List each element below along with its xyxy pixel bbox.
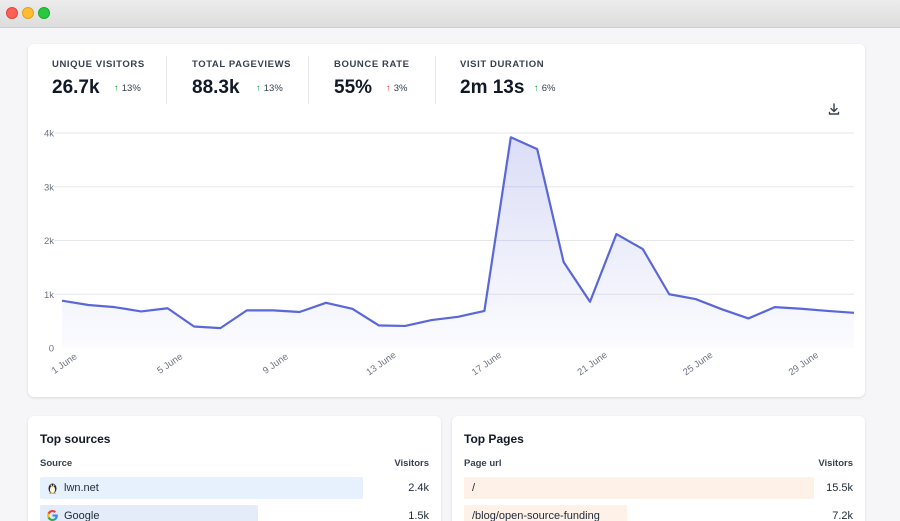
page-visitors: 15.5k — [826, 482, 853, 494]
y-tick-label: 0 — [49, 344, 54, 355]
source-row[interactable]: Google 1.5k — [40, 505, 429, 521]
stat-value: 88.3k — [192, 77, 240, 98]
page-row[interactable]: /blog/open-source-funding 7.2k — [464, 505, 853, 521]
page-row[interactable]: / 15.5k — [464, 477, 853, 499]
stat-value: 2m 13s — [460, 77, 525, 98]
stat-change-value: 13% — [263, 83, 283, 94]
close-window-button[interactable] — [6, 7, 18, 19]
download-icon — [828, 103, 840, 115]
y-tick-label: 3k — [44, 182, 54, 193]
arrow-up-icon: ↑ — [114, 83, 119, 94]
stat-divider — [308, 56, 309, 104]
top-sources-title: Top sources — [40, 432, 111, 446]
y-tick-label: 1k — [44, 290, 54, 301]
stat-label: TOTAL PAGEVIEWS — [192, 59, 292, 70]
source-column-header: Source — [40, 458, 73, 469]
stat-divider — [435, 56, 436, 104]
stat-change: ↑ 3% — [386, 83, 407, 94]
penguin-icon — [48, 483, 57, 494]
x-tick-label: 29 June — [787, 350, 821, 378]
y-tick-label: 4k — [44, 129, 54, 140]
maximize-window-button[interactable] — [38, 7, 50, 19]
arrow-up-icon: ↑ — [534, 83, 539, 94]
x-tick-label: 9 June — [261, 351, 291, 376]
top-pages-title: Top Pages — [464, 432, 524, 446]
page-bar — [464, 477, 815, 499]
x-tick-label: 5 June — [155, 351, 185, 376]
source-row[interactable]: lwn.net 2.4k — [40, 477, 429, 499]
google-icon — [47, 510, 58, 521]
top-pages-card: Top Pages Page url Visitors / 15.5k /blo… — [452, 416, 865, 521]
stat-change: ↑ 13% — [114, 83, 141, 94]
stat-value: 26.7k — [52, 77, 100, 98]
source-visitors: 2.4k — [408, 482, 429, 494]
stat-change-value: 6% — [541, 83, 556, 94]
source-visitors: 1.5k — [408, 510, 429, 521]
stat-change: ↑ 6% — [534, 83, 555, 94]
x-tick-label: 17 June — [470, 350, 504, 378]
minimize-window-button[interactable] — [22, 7, 34, 19]
stat-change-value: 3% — [393, 83, 408, 94]
stats-chart-card: 0 1k 2k 3k 4k 1 June 5 June 9 June 13 June 17 Jun… — [28, 44, 865, 397]
source-bar — [40, 505, 258, 521]
x-tick-label: 25 June — [681, 350, 715, 378]
stat-label: BOUNCE RATE — [334, 59, 410, 70]
stat-divider — [166, 56, 167, 104]
visitors-column-header: Visitors — [818, 458, 853, 469]
source-label: Google — [64, 510, 100, 521]
y-tick-label: 2k — [44, 236, 54, 247]
x-tick-label: 21 June — [576, 350, 610, 378]
download-button[interactable] — [827, 102, 841, 116]
source-bar — [40, 477, 363, 499]
window-titlebar — [0, 0, 900, 28]
stat-label: UNIQUE VISITORS — [52, 59, 145, 70]
page-url-column-header: Page url — [464, 458, 502, 469]
x-tick-label: 13 June — [364, 350, 398, 378]
stat-label: VISIT DURATION — [460, 59, 545, 70]
arrow-up-icon: ↑ — [256, 83, 261, 94]
visitors-chart: 0 1k 2k 3k 4k 1 June 5 June 9 June 13 June 17 Jun… — [44, 129, 855, 378]
stat-value: 55% — [334, 77, 373, 98]
page-url-label: / — [472, 482, 476, 494]
source-label: lwn.net — [64, 482, 99, 494]
page-bar — [464, 505, 628, 521]
page-visitors: 7.2k — [832, 510, 853, 521]
stat-change: ↑ 13% — [256, 83, 283, 94]
stat-change-value: 13% — [121, 83, 141, 94]
page-url-label: /blog/open-source-funding — [472, 510, 600, 521]
top-sources-card: Top sources Source Visitors lwn.net 2.4k… — [28, 416, 441, 521]
series-line — [61, 136, 855, 330]
visitors-column-header: Visitors — [394, 458, 429, 469]
series-area — [62, 137, 854, 348]
x-tick-label: 1 June — [50, 351, 80, 376]
arrow-up-icon: ↑ — [386, 83, 391, 94]
